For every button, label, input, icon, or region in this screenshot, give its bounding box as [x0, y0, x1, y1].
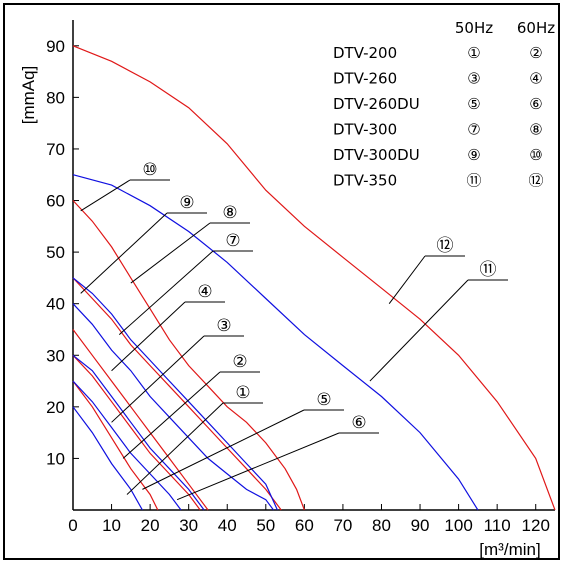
legend-60hz-symbol: ⑩ [529, 146, 542, 164]
series-line [72, 354, 205, 511]
y-tick-label: 40 [46, 295, 65, 314]
series-line [72, 354, 201, 511]
x-tick-label: 30 [179, 516, 198, 535]
callout-label: ⑪ [480, 260, 497, 279]
legend-50hz-symbol: ① [467, 44, 480, 62]
legend: 50Hz 60Hz DTV-200 ① ② DTV-260 ③ ④ DTV-260DU ⑤ ⑥ D… [333, 19, 555, 190]
legend-model: DTV-300 [333, 121, 397, 139]
callout-leader [142, 409, 305, 490]
legend-50hz-symbol: ⑨ [467, 146, 480, 164]
series-line [72, 277, 282, 511]
x-tick-label: 50 [256, 516, 275, 535]
series-line [72, 45, 556, 511]
y-tick-label: 90 [46, 37, 65, 56]
x-axis-label: [m³/min] [479, 540, 540, 559]
callout-label: ⑨ [179, 193, 194, 212]
series-line [72, 329, 209, 511]
x-tick-label: 120 [522, 516, 550, 535]
y-axis-label: [mmAq] [19, 66, 38, 125]
callout-leader [369, 279, 469, 382]
legend-model: DTV-200 [333, 44, 397, 62]
callout-label: ⑫ [437, 236, 454, 255]
callout-leader [126, 402, 224, 495]
y-tick-label: 50 [46, 243, 65, 262]
callout-label: ⑤ [316, 390, 331, 409]
callout-label: ⑥ [351, 413, 366, 432]
legend-50hz-symbol: ③ [467, 70, 480, 88]
callout-leader [118, 250, 214, 336]
callout-leader [130, 222, 211, 284]
legend-60hz-symbol: ⑧ [529, 121, 542, 139]
series-line [72, 200, 305, 511]
legend-50hz-symbol: ⑪ [466, 172, 481, 190]
legend-model: DTV-260 [333, 70, 397, 88]
series-line [72, 380, 159, 511]
legend-60hz-symbol: ⑥ [529, 95, 542, 113]
callout-leader [176, 432, 340, 501]
callout-label: ④ [197, 282, 212, 301]
x-tick-label: 90 [411, 516, 430, 535]
callout-label: ② [232, 352, 247, 371]
y-tick-label: 80 [46, 88, 65, 107]
callout-label: ⑦ [225, 231, 240, 250]
callout-leader [111, 335, 205, 423]
series-line [72, 277, 278, 511]
y-tick-label: 20 [46, 398, 65, 417]
series-line [72, 303, 274, 511]
callout-leader [388, 255, 426, 304]
callout-leader [80, 212, 168, 294]
x-tick-label: 40 [218, 516, 237, 535]
y-tick-label: 30 [46, 346, 65, 365]
legend-model: DTV-350 [333, 172, 397, 190]
legend-header-50hz: 50Hz [455, 19, 493, 37]
y-tick-label: 60 [46, 192, 65, 211]
legend-50hz-symbol: ⑦ [467, 121, 480, 139]
y-tick-label: 70 [46, 140, 65, 159]
callout-leader [80, 179, 131, 212]
y-tick-label: 10 [46, 449, 65, 468]
callout-label: ⑧ [222, 203, 237, 222]
legend-60hz-symbol: ⑫ [528, 172, 543, 190]
x-tick-label: 100 [444, 516, 472, 535]
legend-60hz-symbol: ② [529, 44, 542, 62]
legend-model: DTV-260DU [333, 95, 420, 113]
x-tick-label: 0 [68, 516, 77, 535]
callout-leader [122, 371, 221, 459]
callout-leader [111, 301, 186, 372]
callout-label: ③ [216, 316, 231, 335]
x-tick-label: 110 [484, 516, 511, 535]
callout-label: ⑩ [142, 160, 157, 179]
x-tick-label: 20 [141, 516, 160, 535]
legend-header-60hz: 60Hz [517, 19, 555, 37]
series-line [72, 380, 182, 511]
x-tick-label: 70 [333, 516, 352, 535]
x-tick-label: 10 [102, 516, 121, 535]
callout-label: ① [235, 383, 250, 402]
series-line [72, 174, 479, 511]
legend-model: DTV-300DU [333, 146, 420, 164]
series-line [72, 406, 143, 511]
x-tick-label: 80 [372, 516, 391, 535]
x-tick-label: 60 [295, 516, 314, 535]
legend-60hz-symbol: ④ [529, 70, 542, 88]
legend-50hz-symbol: ⑤ [467, 95, 480, 113]
